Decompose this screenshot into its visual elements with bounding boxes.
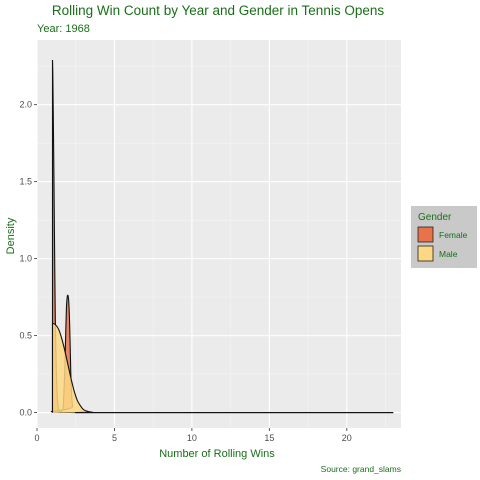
x-tick-label: 10 [187,433,197,443]
x-tick-label: 20 [342,433,352,443]
chart-caption: Source: grand_slams [321,464,401,474]
y-tick-label: 2.0 [19,100,32,110]
y-tick-label: 1.5 [19,177,32,187]
series-layer [50,60,394,414]
legend-key-female [417,226,434,243]
x-tick-label: 15 [264,433,274,443]
y-axis: 0.0 0.5 1.0 1.5 2.0 [19,100,37,418]
density-line-male [52,322,394,414]
y-tick-label: 0.0 [19,408,32,418]
y-axis-title: Density [5,217,17,254]
x-axis-title: Number of Rolling Wins [159,448,275,460]
x-axis: 0 5 10 15 20 [34,428,352,443]
x-tick-label: 5 [112,433,117,443]
y-tick-label: 0.5 [19,331,32,341]
chart-subtitle: Year: 1968 [37,23,90,35]
legend-title: Gender [418,212,452,223]
y-tick-label: 1.0 [19,254,32,264]
legend: Gender Female Male [411,206,477,268]
legend-key-male [417,245,434,262]
plot-panel [36,40,401,428]
chart-title: Rolling Win Count by Year and Gender in … [52,3,384,18]
x-tick-label: 0 [34,433,39,443]
legend-label-male: Male [439,249,458,259]
legend-label-female: Female [439,230,468,240]
